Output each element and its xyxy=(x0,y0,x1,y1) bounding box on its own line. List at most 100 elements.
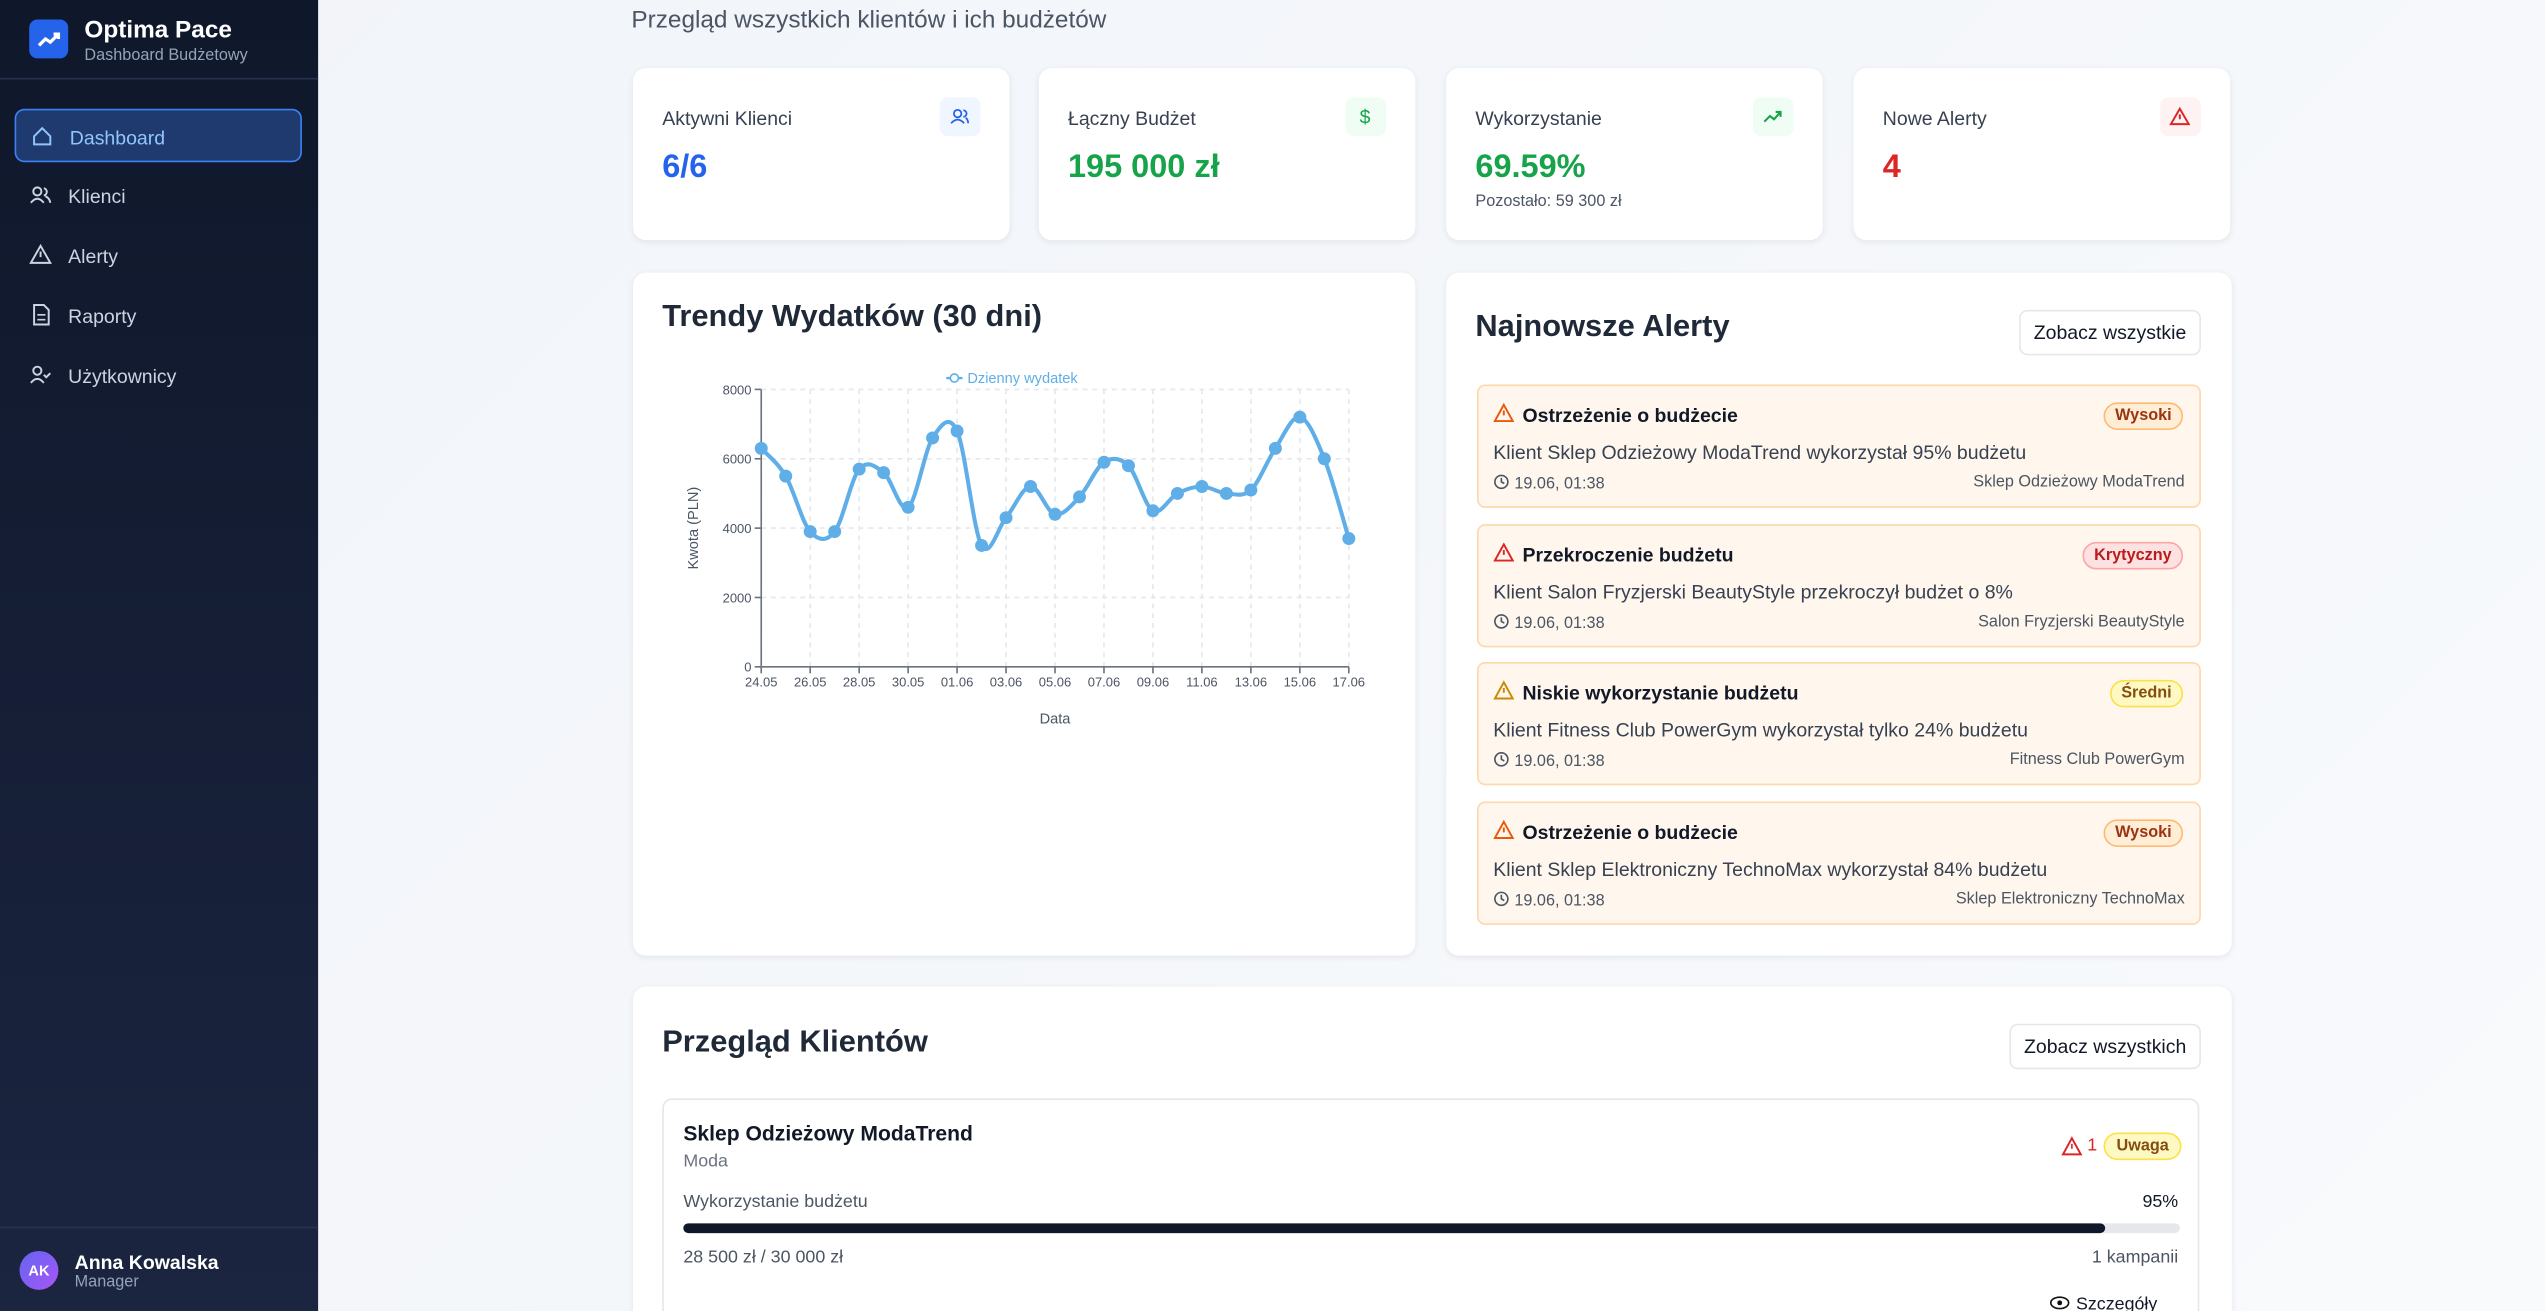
alert-icon xyxy=(1493,542,1515,571)
stat-value: 4 xyxy=(1882,149,1901,185)
data-point xyxy=(926,431,940,445)
details-label[interactable]: Szczegóły xyxy=(2075,1294,2158,1311)
status-badge: Uwaga xyxy=(2103,1132,2182,1161)
avatar[interactable]: AK xyxy=(19,1250,59,1290)
severity-badge: Wysoki xyxy=(2103,819,2184,847)
legend-marker xyxy=(949,373,960,383)
nav-icon xyxy=(29,243,52,264)
clock-icon xyxy=(1494,752,1509,767)
sidebar: Optima Pace Dashboard Budżetowy AK Anna … xyxy=(0,0,319,1311)
stat-icon xyxy=(1752,97,1794,137)
severity-badge: Średni xyxy=(2109,679,2184,708)
data-point xyxy=(1244,483,1258,497)
data-point xyxy=(1342,532,1356,546)
alert-time: 19.06, 01:38 xyxy=(1493,474,1605,493)
see-all-clients[interactable]: Zobacz wszystkich xyxy=(2009,1023,2201,1070)
data-point xyxy=(877,466,891,480)
alert-title: Ostrzeżenie o budżecie xyxy=(1522,820,1738,844)
alert-count: 1 xyxy=(2087,1135,2098,1156)
data-point xyxy=(1293,410,1307,424)
stat-label: Nowe Alerty xyxy=(1882,107,1987,130)
nav-label[interactable]: Alerty xyxy=(68,244,118,268)
progress-bar xyxy=(683,1223,2105,1234)
x-tick-label: 15.06 xyxy=(1284,674,1316,689)
data-point xyxy=(975,538,989,552)
stat-card: Aktywni Klienci 6/6 xyxy=(633,68,1010,241)
nav-icon xyxy=(30,186,52,204)
alert-item[interactable]: Ostrzeżenie o budżecie Wysoki Klient Sklep… xyxy=(1477,801,2201,925)
alert-time-text: 19.06, 01:38 xyxy=(1514,892,1605,911)
see-all-alerts[interactable]: Zobacz wszystkie xyxy=(2019,309,2201,356)
alert-message: Klient Sklep Odzieżowy ModaTrend wykorzy… xyxy=(1493,441,2027,465)
clients-title: Przegląd Klientów xyxy=(662,1025,928,1060)
x-tick-label: 30.05 xyxy=(892,674,924,689)
alert-item[interactable]: Niskie wykorzystanie budżetu Średni Klient… xyxy=(1477,661,2201,786)
nav-item[interactable]: Dashboard xyxy=(14,108,302,163)
data-point xyxy=(999,511,1013,525)
nav-label[interactable]: Raporty xyxy=(68,305,137,328)
nav-item[interactable]: Klienci xyxy=(15,169,302,223)
alert-client: Sklep Odzieżowy ModaTrend xyxy=(1973,473,2185,492)
data-point xyxy=(1268,441,1282,455)
usage-value: 95% xyxy=(2142,1192,2179,1213)
stat-card: Łączny Budżet $195 000 zł xyxy=(1038,68,1416,241)
alert-item[interactable]: Przekroczenie budżetu Krytyczny Klient Sal… xyxy=(1477,524,2201,648)
y-tick-label: 6000 xyxy=(723,452,752,467)
alerts-title: Najnowsze Alerty xyxy=(1475,309,1730,344)
alert-message: Klient Sklep Elektroniczny TechnoMax wyk… xyxy=(1493,858,2048,882)
stat-card: Wykorzystanie 69.59% Pozostało: 59 300 zł xyxy=(1446,68,1823,241)
icon xyxy=(950,108,970,124)
y-tick-label: 2000 xyxy=(723,590,752,605)
stat-label: Wykorzystanie xyxy=(1475,107,1602,130)
divider xyxy=(0,77,319,80)
x-tick-label: 24.05 xyxy=(745,674,777,689)
x-tick-label: 17.06 xyxy=(1333,674,1365,689)
eye-icon xyxy=(2049,1296,2070,1310)
chart: 0 2000 4000 6000 8000 24.05 26.05 28.05 30.05 01.… xyxy=(686,371,1365,728)
nav-label[interactable]: Dashboard xyxy=(69,126,166,150)
x-tick-label: 11.06 xyxy=(1186,674,1218,689)
data-point xyxy=(1048,507,1062,521)
page-subtitle: Przegląd wszystkich klientów i ich budże… xyxy=(631,6,1107,35)
y-axis-label: Kwota (PLN) xyxy=(686,487,702,570)
x-tick-label: 13.06 xyxy=(1235,674,1267,689)
icon xyxy=(1763,110,1782,123)
nav-item[interactable]: Raporty xyxy=(15,289,302,343)
user-name: Anna Kowalska xyxy=(74,1250,219,1274)
nav-label[interactable]: Użytkownicy xyxy=(68,365,177,388)
clock-icon xyxy=(1494,891,1509,907)
clients-card: Przegląd Klientów Zobacz wszystkich Skle… xyxy=(633,986,2232,1311)
alert-item[interactable]: Ostrzeżenie o budżecie Wysoki Klient Sklep… xyxy=(1477,384,2201,508)
alert-client: Sklep Elektroniczny TechnoMax xyxy=(1955,890,2185,909)
alert-time: 19.06, 01:38 xyxy=(1493,613,1605,633)
alert-title: Ostrzeżenie o budżecie xyxy=(1522,404,1738,427)
stat-value: 6/6 xyxy=(662,149,708,185)
alert-icon xyxy=(1493,402,1515,431)
alert-client: Salon Fryzjerski BeautyStyle xyxy=(1978,613,2185,632)
nav-item[interactable]: Alerty xyxy=(15,229,302,283)
campaigns: 1 kampanii xyxy=(2091,1247,2179,1268)
nav-label[interactable]: Klienci xyxy=(68,184,126,208)
user-role: Manager xyxy=(74,1273,139,1292)
x-tick-label: 09.06 xyxy=(1137,674,1169,689)
client-card: Sklep Odzieżowy ModaTrend Moda 1 Uwaga W… xyxy=(662,1098,2200,1311)
clock-icon xyxy=(1494,614,1509,629)
stat-icon: $ xyxy=(1345,97,1387,137)
alert-time: 19.06, 01:38 xyxy=(1493,751,1605,771)
stat-label: Aktywni Klienci xyxy=(662,107,793,130)
alert-client: Fitness Club PowerGym xyxy=(2009,751,2185,770)
stat-note: Pozostało: 59 300 zł xyxy=(1475,193,1622,211)
alert-time-text: 19.06, 01:38 xyxy=(1514,752,1605,771)
usage-label: Wykorzystanie budżetu xyxy=(683,1192,868,1213)
data-point xyxy=(950,424,964,438)
data-point xyxy=(1170,486,1184,500)
stat-icon xyxy=(2160,97,2201,137)
data-point xyxy=(1097,455,1111,469)
x-tick-label: 03.06 xyxy=(990,674,1022,689)
stat-label: Łączny Budżet xyxy=(1067,107,1196,130)
client-industry: Moda xyxy=(683,1151,729,1172)
x-tick-label: 01.06 xyxy=(941,674,973,689)
details-button[interactable]: Szczegóły xyxy=(2049,1294,2158,1311)
nav-item[interactable]: Użytkownicy xyxy=(15,349,302,403)
stat-card: Nowe Alerty 4 xyxy=(1853,68,2231,241)
